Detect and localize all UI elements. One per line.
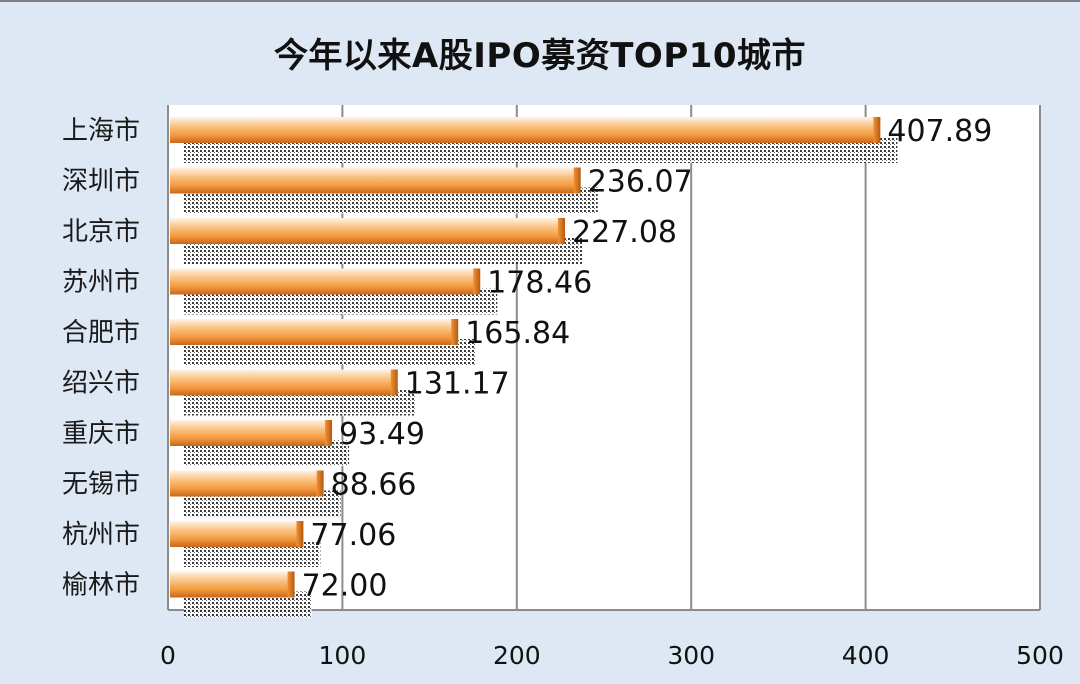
category-label: 杭州市 xyxy=(62,520,140,550)
category-label: 北京市 xyxy=(62,217,140,247)
x-tick-label: 0 xyxy=(160,641,176,670)
data-label: 165.84 xyxy=(465,316,570,351)
category-label: 绍兴市 xyxy=(62,369,140,399)
bar xyxy=(170,268,480,295)
bar xyxy=(170,117,880,143)
bar xyxy=(170,521,303,547)
data-label: 236.07 xyxy=(588,165,693,200)
category-label: 合肥市 xyxy=(62,318,140,348)
bars xyxy=(170,117,881,598)
data-label: 77.06 xyxy=(310,518,396,553)
data-label: 131.17 xyxy=(405,367,510,402)
x-tick-label: 200 xyxy=(493,641,541,670)
data-label: 227.08 xyxy=(572,215,677,250)
bar xyxy=(170,571,294,598)
category-label: 无锡市 xyxy=(62,470,140,500)
bar-end-cap xyxy=(558,218,566,244)
data-label: 72.00 xyxy=(302,569,388,604)
x-tick-label: 300 xyxy=(667,641,715,670)
bar xyxy=(170,470,323,497)
bar-end-cap xyxy=(287,571,295,598)
bar-end-cap xyxy=(316,470,324,497)
bar-end-cap xyxy=(573,167,581,194)
category-label: 苏州市 xyxy=(62,268,140,298)
category-label: 深圳市 xyxy=(62,167,140,197)
x-tick-label: 500 xyxy=(1016,641,1064,670)
bar xyxy=(170,167,580,194)
bar-end-cap xyxy=(390,369,398,396)
data-label: 88.66 xyxy=(331,468,417,503)
category-label: 重庆市 xyxy=(62,419,140,449)
chart-title: 今年以来A股IPO募资TOP10城市 xyxy=(273,36,807,76)
bar-end-cap xyxy=(473,268,481,295)
category-label: 上海市 xyxy=(62,116,140,146)
labels: 407.89 上海市 236.07 深圳市 227.08 北京市 178.46 苏州市 165.… xyxy=(62,114,992,604)
data-label: 178.46 xyxy=(487,266,592,301)
data-label: 407.89 xyxy=(887,114,992,149)
bar xyxy=(170,420,332,446)
x-tick-label: 400 xyxy=(842,641,890,670)
data-label: 93.49 xyxy=(339,417,425,452)
bar-end-cap xyxy=(451,319,459,345)
category-label: 榆林市 xyxy=(62,571,140,601)
bar xyxy=(170,218,565,244)
bar-end-cap xyxy=(325,420,333,446)
x-tick-label: 100 xyxy=(319,641,367,670)
bar-end-cap xyxy=(296,521,304,547)
bar xyxy=(170,369,397,396)
bar-end-cap xyxy=(873,117,881,143)
bar xyxy=(170,319,458,345)
